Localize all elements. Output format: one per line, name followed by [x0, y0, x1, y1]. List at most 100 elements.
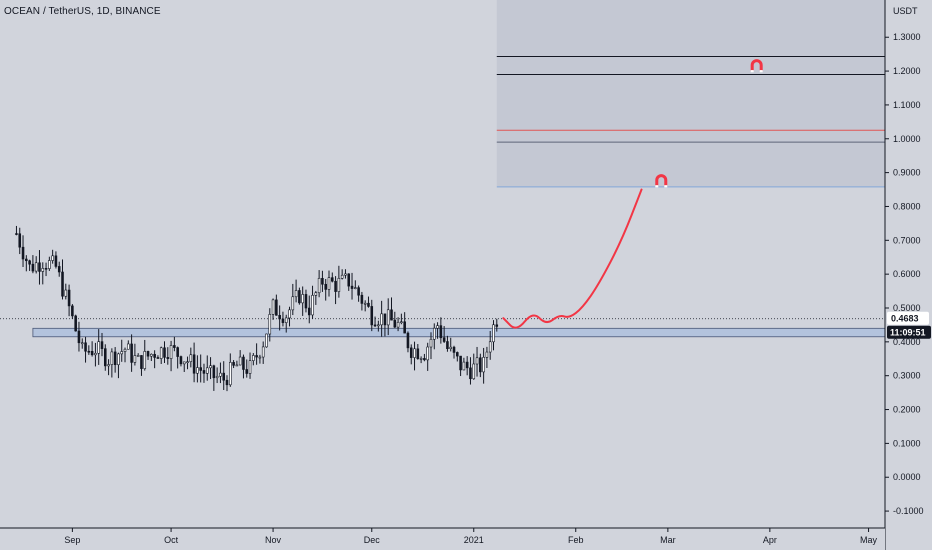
- candle-body: [258, 356, 262, 359]
- candle-body: [110, 351, 114, 365]
- candle: [166, 347, 170, 365]
- candle: [363, 300, 367, 312]
- candle: [429, 332, 433, 360]
- candle: [456, 351, 459, 362]
- candle: [400, 313, 403, 325]
- candle: [426, 342, 429, 371]
- candle: [41, 262, 45, 285]
- candle-body: [77, 330, 81, 344]
- candle-body: [80, 342, 84, 345]
- chart-title: OCEAN / TetherUS, 1D, BINANCE: [4, 6, 161, 17]
- candle-body: [117, 353, 120, 366]
- magnet-icon: [655, 174, 668, 188]
- candle: [229, 353, 232, 387]
- candle-body: [235, 364, 239, 367]
- candle: [117, 352, 120, 379]
- y-tick-label: 0.4000: [893, 337, 921, 347]
- candle-body: [360, 294, 364, 304]
- candle: [301, 286, 304, 316]
- candle-body: [100, 341, 104, 349]
- candle: [462, 357, 466, 371]
- candle-body: [275, 299, 278, 316]
- candle: [419, 356, 423, 364]
- candle-body: [393, 319, 397, 328]
- candle-body: [261, 346, 265, 358]
- candle: [278, 305, 281, 331]
- candle: [219, 362, 222, 384]
- candle-body: [182, 361, 186, 365]
- candle-body: [202, 370, 206, 374]
- candle-body: [377, 324, 380, 327]
- candle: [469, 357, 472, 385]
- candle-body: [317, 278, 321, 294]
- candle: [146, 350, 150, 360]
- candle-body: [61, 271, 64, 297]
- candle: [436, 322, 439, 339]
- candle: [380, 300, 383, 337]
- candle: [298, 287, 301, 305]
- candle-body: [113, 351, 117, 366]
- candle-body: [416, 348, 420, 359]
- candle-body: [423, 358, 426, 361]
- candle: [71, 304, 74, 319]
- candle: [103, 344, 107, 371]
- x-tick-label: Apr: [763, 535, 777, 545]
- candle: [156, 355, 160, 359]
- candle-body: [242, 356, 245, 370]
- candle-body: [400, 321, 403, 324]
- candle: [288, 306, 291, 327]
- candle: [403, 312, 406, 334]
- candle: [235, 360, 239, 367]
- candle-body: [337, 278, 341, 292]
- candle: [133, 343, 137, 366]
- candle: [317, 270, 321, 298]
- candle-body: [479, 357, 482, 373]
- candle-body: [390, 309, 393, 321]
- candle-body: [462, 361, 466, 371]
- x-tick-label: Oct: [164, 535, 179, 545]
- candle: [357, 285, 360, 302]
- x-tick-label: Sep: [64, 535, 80, 545]
- candle-body: [38, 262, 41, 272]
- candle-body: [321, 278, 324, 285]
- y-tick-label: 1.0000: [893, 134, 921, 144]
- candle: [110, 348, 114, 378]
- x-tick-label: Dec: [364, 535, 381, 545]
- candle: [209, 357, 212, 380]
- candle-body: [156, 357, 160, 359]
- candle: [291, 283, 295, 316]
- candle: [344, 269, 347, 279]
- candle: [406, 331, 410, 353]
- candle: [64, 283, 68, 300]
- candle-body: [130, 343, 133, 363]
- candle-body: [373, 324, 377, 327]
- candle: [87, 345, 91, 355]
- candle-body: [176, 347, 179, 357]
- candle: [485, 346, 489, 368]
- candle-body: [449, 346, 453, 349]
- candle: [311, 285, 314, 319]
- support-zone: [32, 327, 886, 338]
- candle-body: [54, 255, 58, 267]
- candle: [100, 332, 104, 357]
- candle: [324, 278, 327, 301]
- candle: [159, 346, 163, 364]
- candle-body: [469, 367, 472, 380]
- candle-body: [383, 313, 387, 326]
- candle: [439, 317, 443, 344]
- candle-body: [41, 268, 45, 272]
- candle-body: [403, 321, 406, 334]
- candle: [242, 354, 245, 379]
- candle: [107, 359, 110, 376]
- candle: [57, 261, 61, 277]
- candle-body: [64, 289, 68, 297]
- candle-body: [120, 351, 124, 355]
- support-zone-layer: [32, 327, 886, 338]
- y-tick-label: 0.7000: [893, 235, 921, 245]
- candle: [215, 367, 219, 384]
- candle: [80, 338, 84, 349]
- candle-body: [173, 345, 176, 348]
- candle: [189, 347, 193, 368]
- candle-body: [31, 263, 35, 272]
